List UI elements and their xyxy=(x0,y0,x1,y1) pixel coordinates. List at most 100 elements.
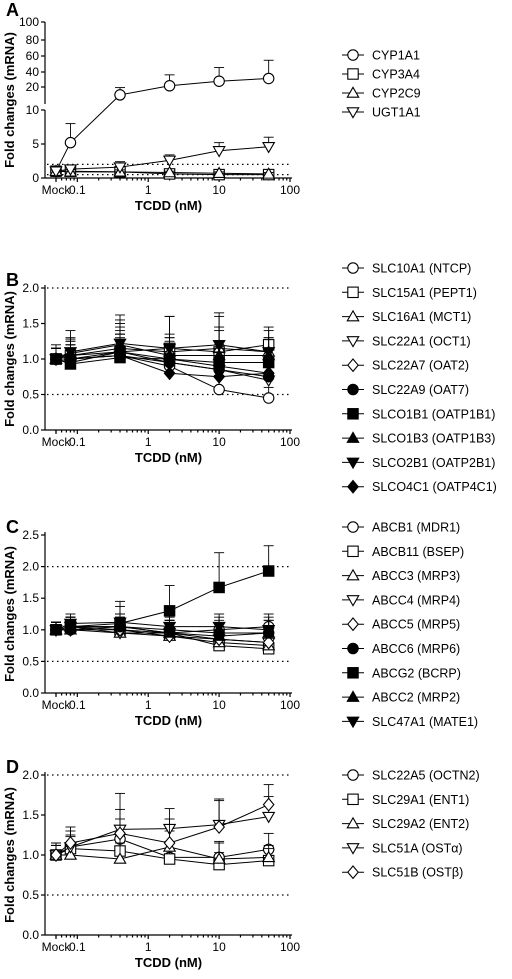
data-point xyxy=(262,850,276,863)
data-point xyxy=(114,348,126,363)
legend-marker xyxy=(347,286,359,299)
x-tick-label: Mock xyxy=(42,698,72,712)
y-tick-label: 10 xyxy=(26,103,40,117)
data-point xyxy=(49,166,63,179)
y-tick-label: 1.5 xyxy=(22,317,39,331)
data-point xyxy=(114,826,126,841)
legend-marker xyxy=(347,545,359,558)
data-point xyxy=(213,383,225,396)
legend-entry: SLC15A1 (PEPT1) xyxy=(342,286,477,300)
legend-marker xyxy=(347,408,359,420)
x-tick-label: 10 xyxy=(212,698,226,712)
data-point xyxy=(212,166,226,178)
series-0 xyxy=(50,59,275,177)
legend-label: CYP1A1 xyxy=(372,49,420,63)
axes xyxy=(41,285,292,434)
x-tick-label: 1 xyxy=(145,435,152,449)
data-point xyxy=(162,155,177,168)
legend-label: ABCC6 (MRP6) xyxy=(372,642,460,656)
data-point xyxy=(113,852,127,864)
legend-marker xyxy=(346,843,360,855)
data-point xyxy=(213,369,226,384)
series-line xyxy=(55,570,269,631)
y-tick-label: 1.0 xyxy=(22,848,39,862)
legend-label: SLC10A1 (NTCP) xyxy=(372,262,471,276)
legend-marker xyxy=(347,479,359,494)
x-tick-label: 10 xyxy=(212,435,226,449)
data-point xyxy=(262,72,275,85)
legend-entry: SLCO1B3 (OATP1B3) xyxy=(342,431,495,446)
legend-marker xyxy=(347,617,359,632)
legend-label: ABCC5 (MRP5) xyxy=(372,618,460,632)
y-tick-label: 1.0 xyxy=(22,352,39,366)
legend-label: SLCO2B1 (OATP2B1) xyxy=(372,456,495,470)
y-axis-label: Fold changes (mRNA) xyxy=(2,546,17,682)
y-tick-label: 40 xyxy=(26,65,40,79)
legend-entry: SLCO2B1 (OATP2B1) xyxy=(342,456,495,470)
x-tick-label: Mock xyxy=(42,183,72,197)
legend-entry: SLC22A9 (OAT7) xyxy=(342,383,469,397)
y-tick-label: 80 xyxy=(26,33,40,47)
data-point xyxy=(212,348,226,361)
legend-label: SLCO1B3 (OATP1B3) xyxy=(372,432,495,446)
x-tick-label: Mock xyxy=(42,940,72,954)
series-line xyxy=(55,804,269,856)
legend-marker xyxy=(346,690,360,702)
data-point xyxy=(114,89,126,101)
data-point xyxy=(262,797,275,812)
series-4 xyxy=(50,784,275,863)
legend-label: SLC51B (OSTβ) xyxy=(372,866,463,880)
data-point xyxy=(262,811,276,824)
legend-label: CYP2C9 xyxy=(372,87,421,101)
legend-entry: SLC10A1 (NTCP) xyxy=(342,262,471,276)
legend-entry: ABCC4 (MRP4) xyxy=(342,593,460,607)
y-tick-label: 2.0 xyxy=(22,768,39,782)
y-tick-label: 2.0 xyxy=(22,560,39,574)
legend-marker xyxy=(347,769,359,781)
legend-label: CYP3A4 xyxy=(372,68,420,82)
x-tick-label: 0.1 xyxy=(69,698,86,712)
x-tick-label: 10 xyxy=(212,940,226,954)
data-point xyxy=(262,625,276,637)
y-tick-label: 0 xyxy=(32,171,39,185)
data-point xyxy=(213,581,225,594)
legend-marker xyxy=(346,431,360,443)
x-tick-label: 1 xyxy=(145,698,152,712)
legend-marker xyxy=(346,716,360,729)
legend-marker xyxy=(346,86,360,98)
y-tick-label: 100 xyxy=(19,15,39,29)
legend-entry: ABCC2 (MRP2) xyxy=(342,690,460,705)
legend-label: SLCO4C1 (OATP4C1) xyxy=(372,480,497,494)
legend-label: ABCB1 (MDR1) xyxy=(372,521,460,535)
legend-entry: ABCC3 (MRP3) xyxy=(342,568,460,583)
data-point xyxy=(163,80,176,92)
legend-marker xyxy=(347,865,359,880)
x-tick-label: 100 xyxy=(280,435,300,449)
data-point xyxy=(262,167,276,179)
data-point xyxy=(49,625,63,637)
data-point xyxy=(64,351,77,367)
y-tick-label: 2.0 xyxy=(22,281,39,295)
data-point xyxy=(163,853,176,865)
legend-label: SLC29A2 (ENT2) xyxy=(372,817,469,831)
legend-label: SLC51A (OSTα) xyxy=(372,841,463,855)
data-point xyxy=(212,621,226,634)
legend-label: SLC47A1 (MATE1) xyxy=(372,715,478,729)
y-tick-label: 1.5 xyxy=(22,808,39,822)
data-point xyxy=(63,618,78,631)
y-tick-label: 5 xyxy=(32,137,39,151)
data-point xyxy=(213,75,225,87)
data-point xyxy=(212,340,226,352)
series-line xyxy=(55,146,269,172)
legend-label: SLC22A7 (OAT2) xyxy=(372,359,469,373)
axes xyxy=(41,532,292,697)
legend-label: SLC29A1 (ENT1) xyxy=(372,793,469,807)
legend-entry: SLC47A1 (MATE1) xyxy=(342,715,478,729)
x-axis-label: TCDD (nM) xyxy=(135,955,202,970)
legend-entry: SLC16A1 (MCT1) xyxy=(342,309,471,324)
legend-marker xyxy=(346,309,360,322)
data-point xyxy=(262,635,275,650)
legend-entry: CYP2C9 xyxy=(342,86,421,101)
data-point xyxy=(63,164,78,176)
